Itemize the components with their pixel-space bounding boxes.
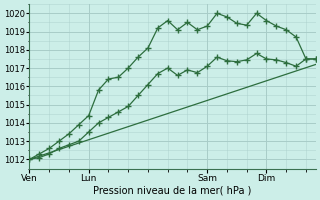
X-axis label: Pression niveau de la mer( hPa ): Pression niveau de la mer( hPa ) (93, 186, 252, 196)
